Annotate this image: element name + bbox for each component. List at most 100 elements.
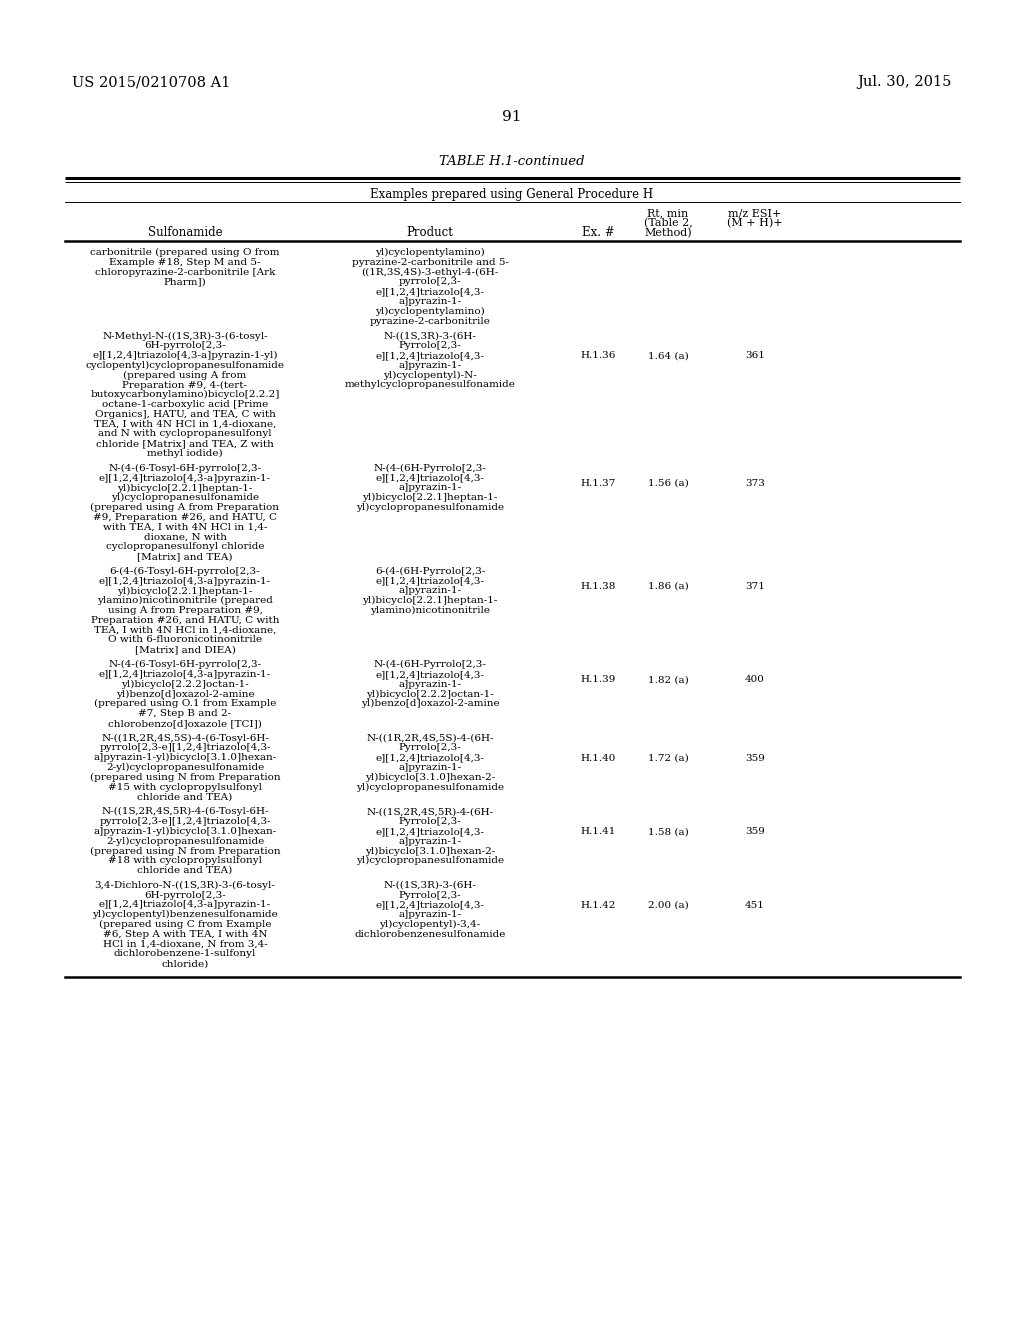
Text: Ex. #: Ex. # bbox=[582, 226, 614, 239]
Text: #6, Step A with TEA, I with 4N: #6, Step A with TEA, I with 4N bbox=[102, 929, 267, 939]
Text: Pyrrolo[2,3-: Pyrrolo[2,3- bbox=[398, 891, 462, 900]
Text: N-((1R,2R,4S,5S)-4-(6-Tosyl-6H-: N-((1R,2R,4S,5S)-4-(6-Tosyl-6H- bbox=[101, 734, 269, 743]
Text: (prepared using A from Preparation: (prepared using A from Preparation bbox=[90, 503, 280, 512]
Text: carbonitrile (prepared using O from: carbonitrile (prepared using O from bbox=[90, 248, 280, 257]
Text: 1.56 (a): 1.56 (a) bbox=[647, 479, 688, 488]
Text: e][1,2,4]triazolo[4,3-a]pyrazin-1-: e][1,2,4]triazolo[4,3-a]pyrazin-1- bbox=[99, 669, 271, 678]
Text: 91: 91 bbox=[502, 110, 522, 124]
Text: N-(4-(6H-Pyrrolo[2,3-: N-(4-(6H-Pyrrolo[2,3- bbox=[374, 660, 486, 669]
Text: #18 with cyclopropylsulfonyl: #18 with cyclopropylsulfonyl bbox=[108, 857, 262, 865]
Text: H.1.42: H.1.42 bbox=[581, 900, 615, 909]
Text: yl)cyclopropanesulfonamide: yl)cyclopropanesulfonamide bbox=[356, 503, 504, 512]
Text: a]pyrazin-1-: a]pyrazin-1- bbox=[398, 680, 462, 689]
Text: yl)cyclopentyl)benzenesulfonamide: yl)cyclopentyl)benzenesulfonamide bbox=[92, 911, 278, 919]
Text: 451: 451 bbox=[745, 900, 765, 909]
Text: N-(4-(6-Tosyl-6H-pyrrolo[2,3-: N-(4-(6-Tosyl-6H-pyrrolo[2,3- bbox=[109, 463, 261, 473]
Text: H.1.36: H.1.36 bbox=[581, 351, 615, 360]
Text: e][1,2,4]triazolo[4,3-: e][1,2,4]triazolo[4,3- bbox=[376, 474, 484, 483]
Text: TABLE H.1-continued: TABLE H.1-continued bbox=[439, 154, 585, 168]
Text: Preparation #9, 4-(tert-: Preparation #9, 4-(tert- bbox=[123, 380, 248, 389]
Text: Preparation #26, and HATU, C with: Preparation #26, and HATU, C with bbox=[91, 616, 280, 624]
Text: yl)bicyclo[3.1.0]hexan-2-: yl)bicyclo[3.1.0]hexan-2- bbox=[365, 846, 496, 855]
Text: a]pyrazin-1-yl)bicyclo[3.1.0]hexan-: a]pyrazin-1-yl)bicyclo[3.1.0]hexan- bbox=[93, 754, 276, 763]
Text: 361: 361 bbox=[745, 351, 765, 360]
Text: Rt, min: Rt, min bbox=[647, 209, 688, 218]
Text: N-((1S,3R)-3-(6H-: N-((1S,3R)-3-(6H- bbox=[384, 331, 476, 341]
Text: #9, Preparation #26, and HATU, C: #9, Preparation #26, and HATU, C bbox=[93, 512, 278, 521]
Text: e][1,2,4]triazolo[4,3-: e][1,2,4]triazolo[4,3- bbox=[376, 351, 484, 360]
Text: 1.58 (a): 1.58 (a) bbox=[647, 828, 688, 836]
Text: N-(4-(6H-Pyrrolo[2,3-: N-(4-(6H-Pyrrolo[2,3- bbox=[374, 463, 486, 473]
Text: US 2015/0210708 A1: US 2015/0210708 A1 bbox=[72, 75, 230, 88]
Text: yl)bicyclo[2.2.1]heptan-1-: yl)bicyclo[2.2.1]heptan-1- bbox=[362, 494, 498, 503]
Text: yl)cyclopropanesulfonamide: yl)cyclopropanesulfonamide bbox=[356, 857, 504, 866]
Text: e][1,2,4]triazolo[4,3-a]pyrazin-1-yl): e][1,2,4]triazolo[4,3-a]pyrazin-1-yl) bbox=[92, 351, 278, 360]
Text: butoxycarbonylamino)bicyclo[2.2.2]: butoxycarbonylamino)bicyclo[2.2.2] bbox=[90, 391, 280, 400]
Text: pyrrolo[2,3-e][1,2,4]triazolo[4,3-: pyrrolo[2,3-e][1,2,4]triazolo[4,3- bbox=[99, 743, 270, 752]
Text: Pyrrolo[2,3-: Pyrrolo[2,3- bbox=[398, 817, 462, 826]
Text: (prepared using A from: (prepared using A from bbox=[123, 371, 247, 380]
Text: 1.82 (a): 1.82 (a) bbox=[647, 675, 688, 684]
Text: H.1.38: H.1.38 bbox=[581, 582, 615, 591]
Text: chloride and TEA): chloride and TEA) bbox=[137, 866, 232, 875]
Text: yl)benzo[d]oxazol-2-amine: yl)benzo[d]oxazol-2-amine bbox=[116, 689, 254, 698]
Text: using A from Preparation #9,: using A from Preparation #9, bbox=[108, 606, 262, 615]
Text: e][1,2,4]triazolo[4,3-a]pyrazin-1-: e][1,2,4]triazolo[4,3-a]pyrazin-1- bbox=[99, 577, 271, 586]
Text: 373: 373 bbox=[745, 479, 765, 488]
Text: [Matrix] and DIEA): [Matrix] and DIEA) bbox=[134, 645, 236, 655]
Text: yl)cyclopentylamino): yl)cyclopentylamino) bbox=[375, 248, 485, 257]
Text: dioxane, N with: dioxane, N with bbox=[143, 532, 226, 541]
Text: a]pyrazin-1-: a]pyrazin-1- bbox=[398, 483, 462, 492]
Text: methylcyclopropanesulfonamide: methylcyclopropanesulfonamide bbox=[344, 380, 515, 389]
Text: Method): Method) bbox=[644, 228, 692, 239]
Text: octane-1-carboxylic acid [Prime: octane-1-carboxylic acid [Prime bbox=[101, 400, 268, 409]
Text: pyrrolo[2,3-: pyrrolo[2,3- bbox=[398, 277, 462, 286]
Text: 1.86 (a): 1.86 (a) bbox=[647, 582, 688, 591]
Text: e][1,2,4]triazolo[4,3-a]pyrazin-1-: e][1,2,4]triazolo[4,3-a]pyrazin-1- bbox=[99, 900, 271, 909]
Text: chloride and TEA): chloride and TEA) bbox=[137, 792, 232, 801]
Text: yl)cyclopropanesulfonamide: yl)cyclopropanesulfonamide bbox=[356, 783, 504, 792]
Text: 6H-pyrrolo[2,3-: 6H-pyrrolo[2,3- bbox=[144, 891, 226, 900]
Text: yl)bicyclo[2.2.2]octan-1-: yl)bicyclo[2.2.2]octan-1- bbox=[367, 689, 494, 698]
Text: N-((1S,2R,4S,5R)-4-(6H-: N-((1S,2R,4S,5R)-4-(6H- bbox=[367, 808, 494, 816]
Text: cyclopropanesulfonyl chloride: cyclopropanesulfonyl chloride bbox=[105, 543, 264, 552]
Text: 359: 359 bbox=[745, 754, 765, 763]
Text: 6-(4-(6H-Pyrrolo[2,3-: 6-(4-(6H-Pyrrolo[2,3- bbox=[375, 566, 485, 576]
Text: (M + H)+: (M + H)+ bbox=[727, 218, 782, 228]
Text: HCl in 1,4-dioxane, N from 3,4-: HCl in 1,4-dioxane, N from 3,4- bbox=[102, 940, 267, 949]
Text: #7, Step B and 2-: #7, Step B and 2- bbox=[138, 709, 231, 718]
Text: pyrrolo[2,3-e][1,2,4]triazolo[4,3-: pyrrolo[2,3-e][1,2,4]triazolo[4,3- bbox=[99, 817, 270, 826]
Text: 371: 371 bbox=[745, 582, 765, 591]
Text: ylamino)nicotinonitrile (prepared: ylamino)nicotinonitrile (prepared bbox=[97, 597, 273, 606]
Text: 2-yl)cyclopropanesulfonamide: 2-yl)cyclopropanesulfonamide bbox=[105, 837, 264, 846]
Text: N-((1R,2R,4S,5S)-4-(6H-: N-((1R,2R,4S,5S)-4-(6H- bbox=[367, 734, 494, 743]
Text: 400: 400 bbox=[745, 675, 765, 684]
Text: 6H-pyrrolo[2,3-: 6H-pyrrolo[2,3- bbox=[144, 341, 226, 350]
Text: TEA, I with 4N HCl in 1,4-dioxane,: TEA, I with 4N HCl in 1,4-dioxane, bbox=[94, 420, 276, 429]
Text: pyrazine-2-carbonitrile: pyrazine-2-carbonitrile bbox=[370, 317, 490, 326]
Text: e][1,2,4]triazolo[4,3-: e][1,2,4]triazolo[4,3- bbox=[376, 577, 484, 586]
Text: dichlorobenzene-1-sulfonyl: dichlorobenzene-1-sulfonyl bbox=[114, 949, 256, 958]
Text: 1.64 (a): 1.64 (a) bbox=[647, 351, 688, 360]
Text: Jul. 30, 2015: Jul. 30, 2015 bbox=[858, 75, 952, 88]
Text: N-(4-(6-Tosyl-6H-pyrrolo[2,3-: N-(4-(6-Tosyl-6H-pyrrolo[2,3- bbox=[109, 660, 261, 669]
Text: a]pyrazin-1-yl)bicyclo[3.1.0]hexan-: a]pyrazin-1-yl)bicyclo[3.1.0]hexan- bbox=[93, 826, 276, 836]
Text: yl)cyclopentyl)-N-: yl)cyclopentyl)-N- bbox=[383, 371, 477, 380]
Text: Pharm]): Pharm]) bbox=[164, 277, 207, 286]
Text: e][1,2,4]triazolo[4,3-: e][1,2,4]triazolo[4,3- bbox=[376, 754, 484, 762]
Text: a]pyrazin-1-: a]pyrazin-1- bbox=[398, 586, 462, 595]
Text: 359: 359 bbox=[745, 828, 765, 836]
Text: a]pyrazin-1-: a]pyrazin-1- bbox=[398, 360, 462, 370]
Text: methyl iodide): methyl iodide) bbox=[147, 449, 223, 458]
Text: cyclopentyl)cyclopropanesulfonamide: cyclopentyl)cyclopropanesulfonamide bbox=[85, 360, 285, 370]
Text: H.1.41: H.1.41 bbox=[581, 828, 615, 836]
Text: Sulfonamide: Sulfonamide bbox=[147, 226, 222, 239]
Text: 3,4-Dichloro-N-((1S,3R)-3-(6-tosyl-: 3,4-Dichloro-N-((1S,3R)-3-(6-tosyl- bbox=[94, 880, 275, 890]
Text: yl)cyclopentyl)-3,4-: yl)cyclopentyl)-3,4- bbox=[380, 920, 480, 929]
Text: yl)benzo[d]oxazol-2-amine: yl)benzo[d]oxazol-2-amine bbox=[360, 700, 500, 709]
Text: dichlorobenzenesulfonamide: dichlorobenzenesulfonamide bbox=[354, 929, 506, 939]
Text: Product: Product bbox=[407, 226, 454, 239]
Text: #15 with cyclopropylsulfonyl: #15 with cyclopropylsulfonyl bbox=[108, 783, 262, 792]
Text: (prepared using N from Preparation: (prepared using N from Preparation bbox=[90, 846, 281, 855]
Text: pyrazine-2-carbonitrile and 5-: pyrazine-2-carbonitrile and 5- bbox=[351, 257, 509, 267]
